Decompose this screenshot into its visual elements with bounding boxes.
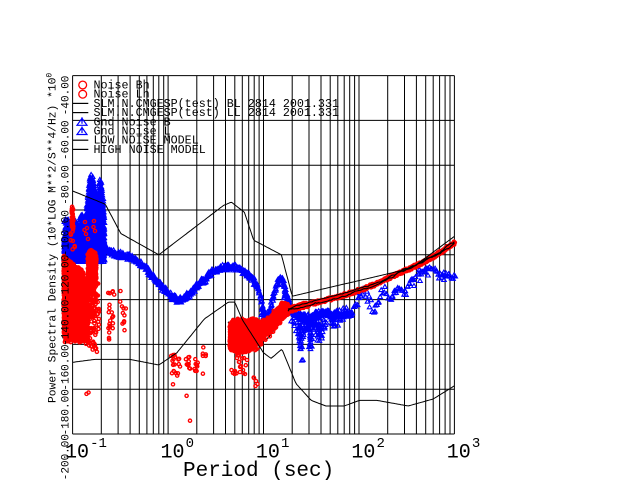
svg-text:SLM.N.CMGESP(test) BL 2814 200: SLM.N.CMGESP(test) BL 2814 2001.331 bbox=[94, 97, 339, 111]
svg-text:Period (sec): Period (sec) bbox=[183, 460, 334, 480]
svg-text:LOW NOISE MODEL: LOW NOISE MODEL bbox=[94, 134, 199, 148]
svg-text:-100.00: -100.00 bbox=[61, 210, 73, 256]
svg-text:SLM.N.CMGESP(test) LL 2814 200: SLM.N.CMGESP(test) LL 2814 2001.331 bbox=[94, 106, 339, 120]
svg-text:10: 10 bbox=[161, 442, 185, 465]
svg-text:1: 1 bbox=[281, 436, 289, 452]
svg-text:-140.00: -140.00 bbox=[61, 300, 73, 346]
svg-text:0: 0 bbox=[186, 436, 194, 452]
svg-text:10: 10 bbox=[351, 442, 375, 465]
svg-text:3: 3 bbox=[472, 436, 480, 452]
svg-text:-160.00: -160.00 bbox=[61, 344, 73, 390]
svg-text:-120.00: -120.00 bbox=[61, 255, 73, 301]
svg-text:2: 2 bbox=[377, 436, 385, 452]
svg-text:-60.00: -60.00 bbox=[61, 120, 73, 160]
svg-text:Gnd Noise B: Gnd Noise B bbox=[94, 115, 171, 129]
svg-text:10: 10 bbox=[65, 442, 89, 465]
svg-text:-180.00: -180.00 bbox=[61, 389, 73, 435]
svg-text:Noise Lh: Noise Lh bbox=[94, 88, 150, 102]
svg-text:HIGH NOISE MODEL: HIGH NOISE MODEL bbox=[94, 143, 206, 157]
svg-text:10: 10 bbox=[256, 442, 280, 465]
svg-text:-1: -1 bbox=[90, 436, 107, 452]
svg-text:10: 10 bbox=[447, 442, 471, 465]
svg-text:Gnd Noise L: Gnd Noise L bbox=[94, 125, 171, 139]
svg-text:Noise Bh: Noise Bh bbox=[94, 79, 150, 93]
svg-text:-200.00: -200.00 bbox=[61, 434, 73, 480]
svg-text:Power Spectral Density (10*LOG: Power Spectral Density (10*LOG M**2/S**4… bbox=[46, 73, 60, 403]
svg-text:-40.00: -40.00 bbox=[61, 76, 73, 116]
svg-text:-80.00: -80.00 bbox=[61, 165, 73, 205]
